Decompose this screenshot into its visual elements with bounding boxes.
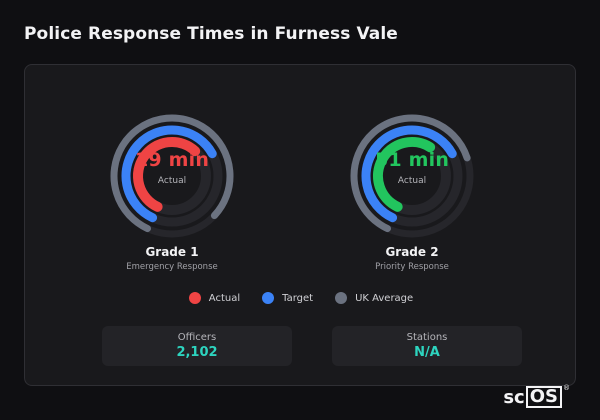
brand-logo: sc OS ® [503,384,570,408]
brand-boxed: OS [525,386,562,408]
grade-1-title: Grade 1 [145,245,199,259]
grade-2-actual-value: 51 min [374,149,450,171]
grade-1-gauge: 19 min Actual [107,111,237,241]
stat-officers-label: Officers [177,332,217,343]
stat-stations-label: Stations [406,332,448,343]
brand-prefix: sc [503,386,525,408]
stat-stations: Stations N/A [332,326,522,366]
grade-1-subtitle: Emergency Response [126,262,218,272]
legend-label-uk-average: UK Average [355,292,414,304]
grade-2-actual-caption: Actual [397,176,427,186]
grade-1-actual-caption: Actual [157,176,187,186]
grade-2-subtitle: Priority Response [375,262,449,272]
stat-officers-value: 2,102 [176,345,218,360]
grade-1-ring-uk-average [110,114,234,233]
grade-2-ring-target [361,125,457,223]
legend-item-actual[interactable]: Actual [188,292,241,304]
grade-2-rings [350,114,474,238]
legend-item-uk-average[interactable]: UK Average [335,292,413,304]
grade-1-ring-actual [133,137,201,212]
grade-2-ring-actual [372,136,436,212]
grade-2-title: Grade 2 [385,245,439,259]
legend: Actual Target UK Average [25,292,575,304]
brand-registered-mark: ® [563,384,570,392]
stat-stations-value: N/A [414,345,440,360]
legend-label-target: Target [282,292,314,304]
response-times-card: 19 min Actual Grade 1 Emergency Response… [24,64,576,386]
grade-2-gauge: 51 min Actual [347,111,477,241]
legend-dot-uk-average [335,292,348,304]
legend-dot-actual [188,292,201,304]
grade-2-ring-uk-average [350,114,471,233]
grade-1-ring-target [121,125,217,223]
legend-label-actual: Actual [208,292,241,304]
legend-item-target[interactable]: Target [262,292,313,304]
grade-1-actual-value: 19 min [134,149,210,171]
grade-1-rings [110,114,234,238]
page-title: Police Response Times in Furness Vale [24,24,398,44]
stat-officers: Officers 2,102 [102,326,292,366]
legend-dot-target [262,292,275,304]
